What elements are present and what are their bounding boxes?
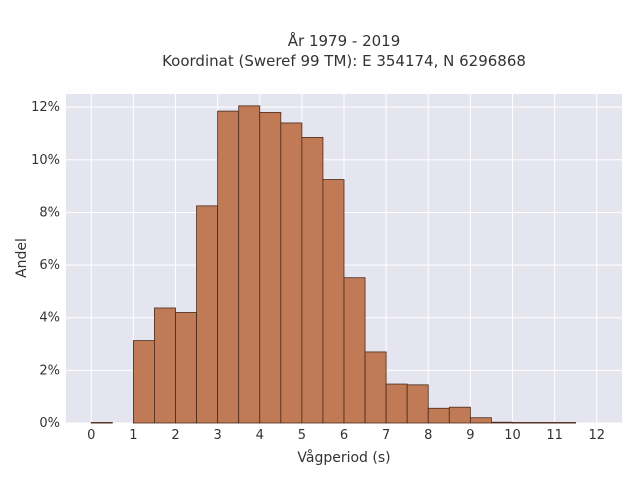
histogram-bar	[196, 205, 219, 424]
histogram-bar	[175, 312, 197, 424]
x-tick-label: 4	[256, 428, 264, 443]
chart-subtitle: Koordinat (Sweref 99 TM): E 354174, N 62…	[162, 52, 526, 70]
histogram-bar	[427, 407, 450, 424]
x-tick-label: 9	[466, 428, 474, 443]
histogram-bar	[259, 112, 282, 424]
histogram-bar	[554, 422, 577, 424]
histogram-bar	[238, 105, 261, 424]
x-tick-label: 3	[213, 428, 221, 443]
y-tick-label: 10%	[31, 153, 60, 168]
histogram-bar	[132, 340, 155, 424]
y-axis-label: Andel	[14, 238, 30, 278]
histogram-bar	[533, 422, 556, 424]
x-axis-ticks: 0 1 2 3 4 5 6 7 8 9 10 11 12	[87, 428, 605, 443]
histogram-bar	[364, 351, 387, 424]
histogram-bar	[90, 422, 113, 424]
x-tick-label: 0	[87, 428, 95, 443]
y-axis-ticks: 0% 2% 4% 6% 8% 10% 12%	[31, 100, 60, 431]
histogram-bar	[385, 383, 408, 424]
histogram-bar	[322, 179, 345, 424]
histogram-bar	[512, 422, 534, 424]
y-tick-label: 4%	[39, 311, 60, 326]
y-tick-label: 12%	[31, 100, 60, 115]
histogram-bar	[469, 417, 492, 424]
x-tick-label: 2	[171, 428, 179, 443]
x-axis-label: Vågperiod (s)	[297, 449, 390, 466]
histogram-bar	[217, 110, 240, 424]
chart-title: År 1979 - 2019	[288, 31, 401, 50]
histogram-bar	[343, 277, 366, 424]
histogram-bar	[301, 137, 324, 424]
y-tick-label: 8%	[39, 205, 60, 220]
histogram-bar	[154, 307, 176, 424]
histogram-bar	[491, 421, 513, 424]
x-tick-label: 12	[588, 428, 605, 443]
x-tick-label: 7	[382, 428, 390, 443]
x-tick-label: 10	[504, 428, 521, 443]
y-tick-label: 2%	[39, 363, 60, 378]
histogram-bar	[448, 406, 471, 424]
histogram-bar	[280, 122, 303, 424]
x-tick-label: 8	[424, 428, 432, 443]
bars	[90, 105, 577, 424]
histogram-bar	[406, 384, 429, 424]
x-tick-label: 11	[546, 428, 563, 443]
x-tick-label: 6	[340, 428, 348, 443]
y-tick-label: 6%	[39, 258, 60, 273]
x-tick-label: 5	[298, 428, 306, 443]
x-tick-label: 1	[129, 428, 137, 443]
y-tick-label: 0%	[39, 416, 60, 431]
